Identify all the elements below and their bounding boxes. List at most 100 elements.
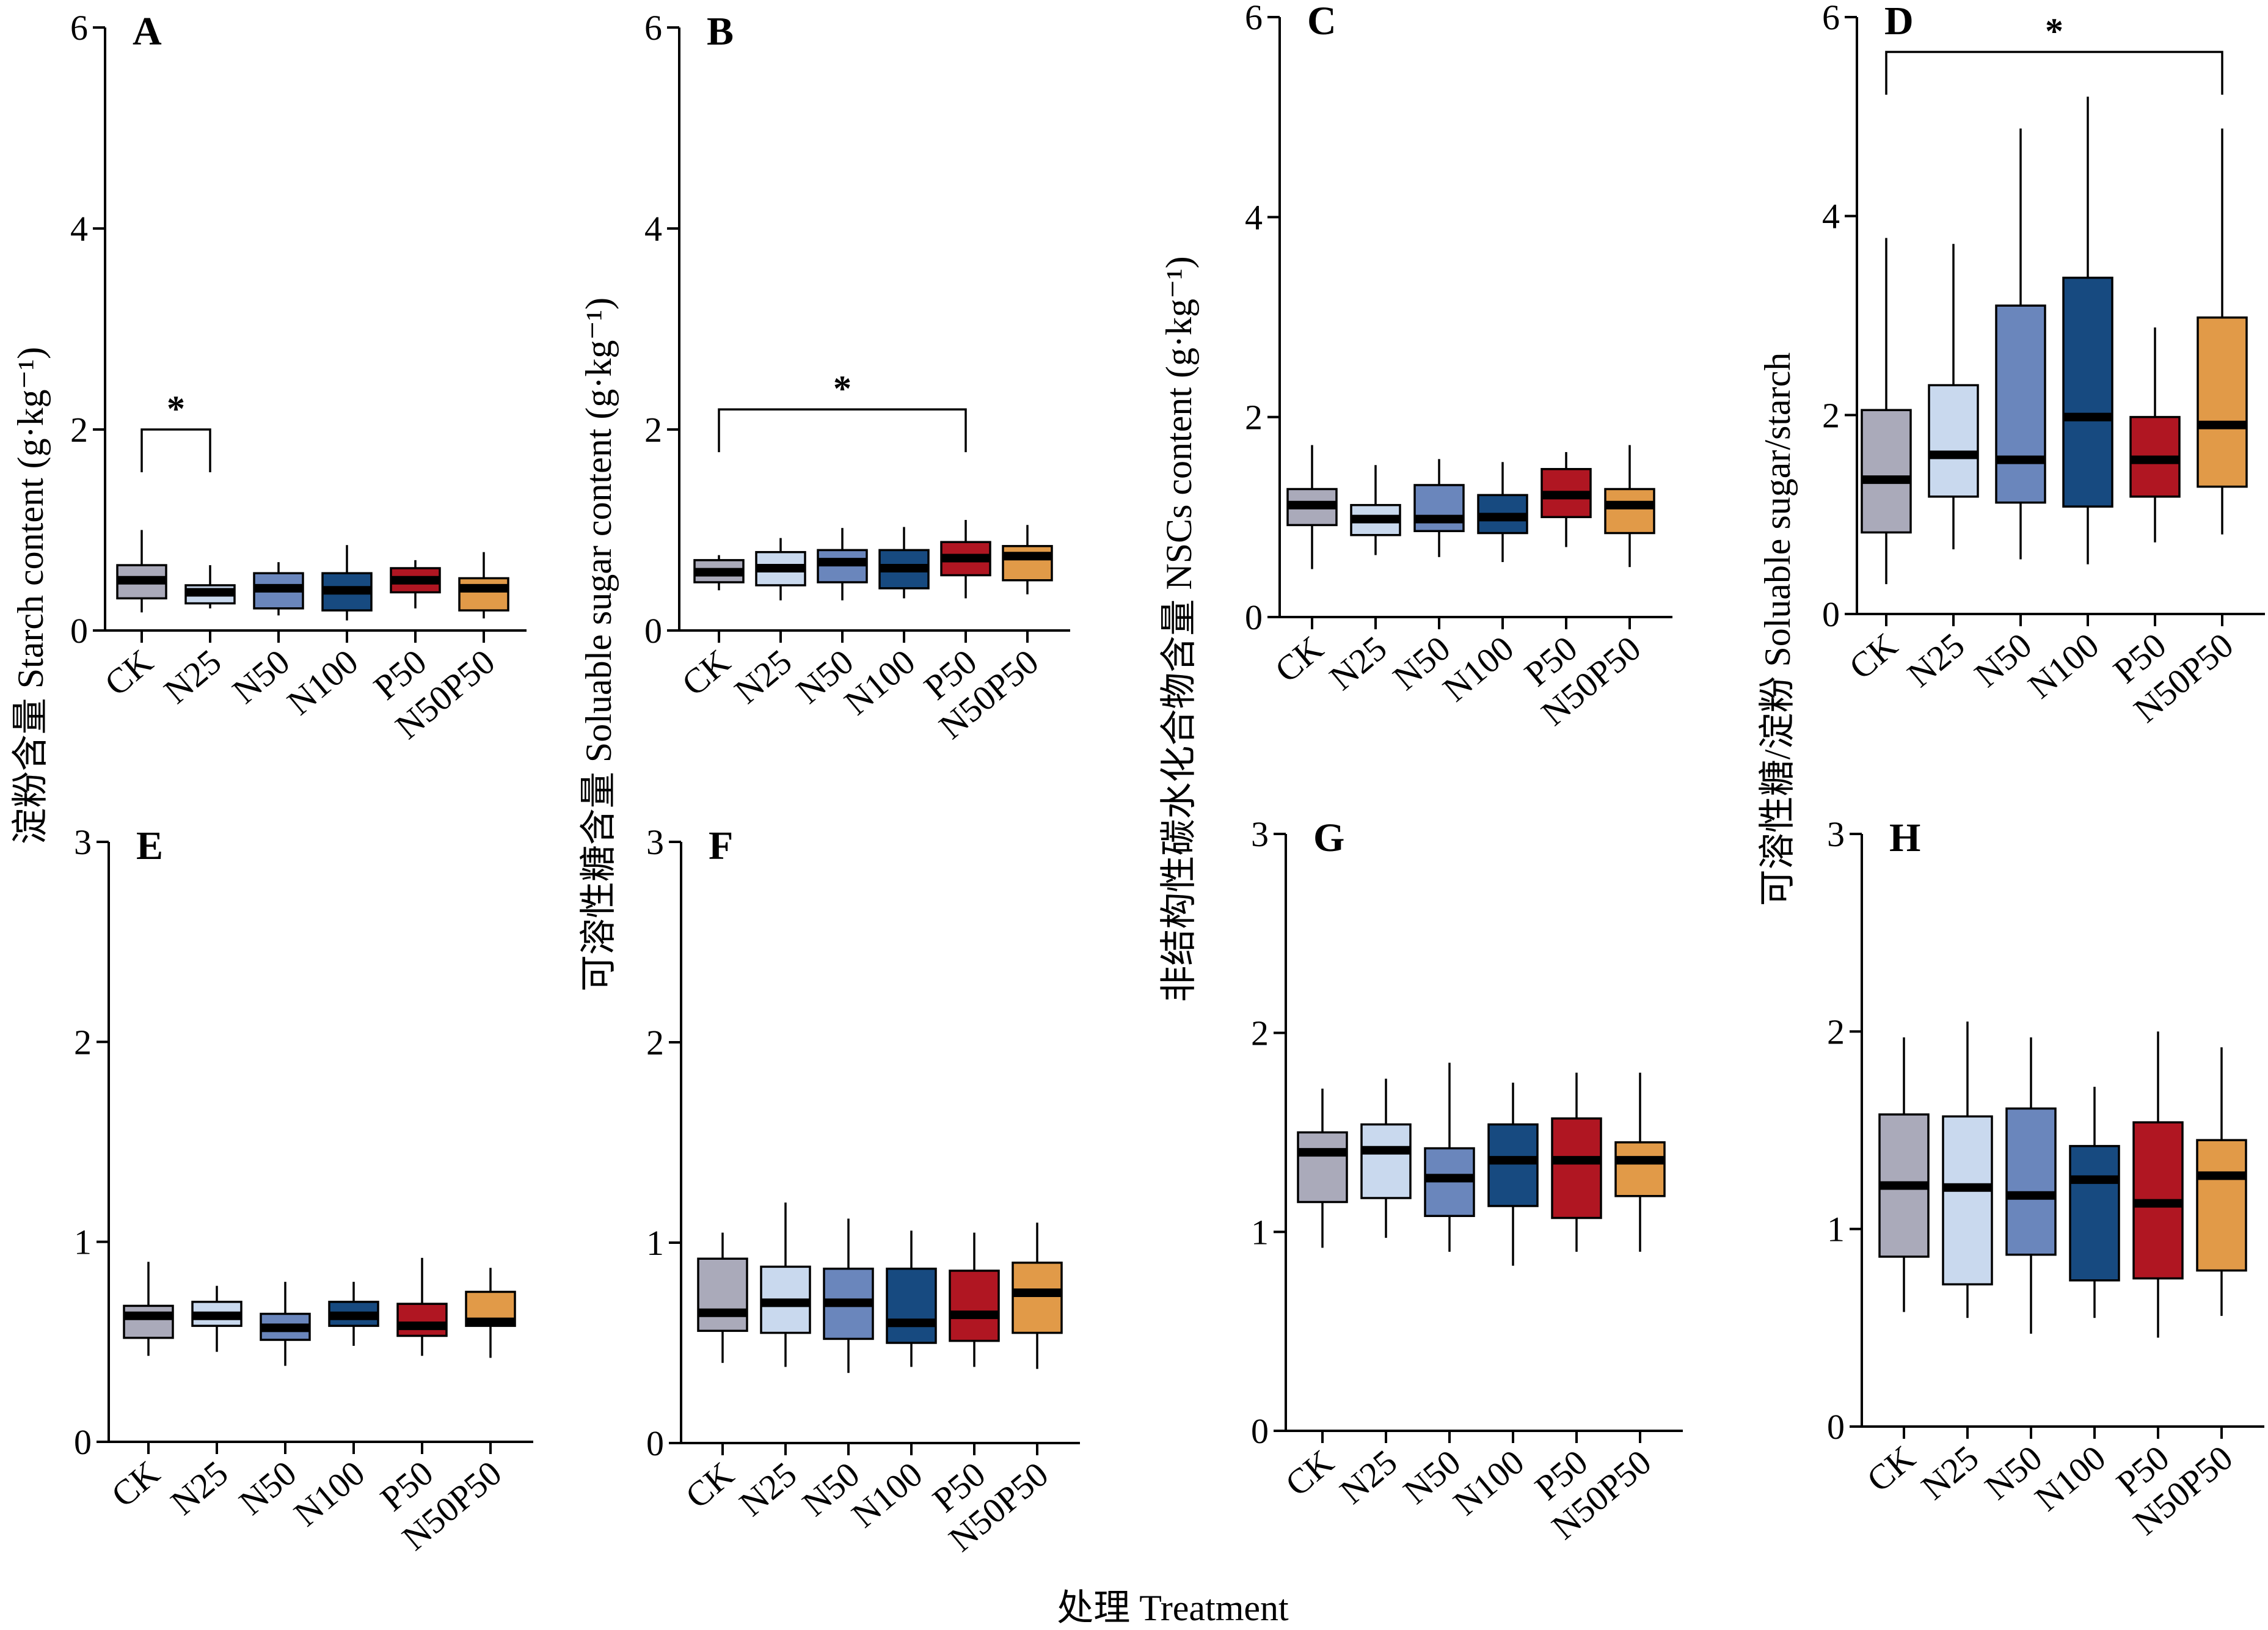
- box-iqr: [2005, 1107, 2057, 1256]
- box-iqr: [123, 1304, 174, 1339]
- box-n50: N50: [795, 1218, 874, 1524]
- y-tick-label: 2: [1827, 1012, 1845, 1051]
- x-tick-label: N100: [837, 641, 923, 723]
- box-iqr: [1297, 1131, 1348, 1204]
- y-tick-label: 6: [1822, 0, 1840, 37]
- y-tick-label: 2: [1251, 1014, 1269, 1053]
- box-iqr: [458, 577, 509, 612]
- box-n25: N25: [1914, 1021, 1993, 1507]
- x-tick-label: CK: [1859, 1438, 1923, 1500]
- box-iqr: [1995, 304, 2046, 504]
- box-iqr: [1604, 488, 1655, 535]
- x-tick-label: N100: [2021, 625, 2107, 706]
- box-iqr: [886, 1267, 937, 1344]
- x-tick-label: N25: [727, 641, 799, 711]
- x-tick-label: CK: [1278, 1442, 1341, 1504]
- box-iqr: [1360, 1123, 1412, 1199]
- y-tick-label: 6: [1245, 0, 1263, 37]
- significance-bracket: *: [140, 389, 211, 472]
- panel-letter: G: [1313, 816, 1344, 860]
- box-iqr: [1942, 1115, 1993, 1285]
- y-axis-title: 淀粉含量 Starch content (g·kg⁻¹): [10, 347, 51, 844]
- y-tick-label: 4: [1245, 197, 1263, 237]
- panel-letter: A: [133, 9, 162, 54]
- x-tick-label: CK: [674, 641, 738, 704]
- box-iqr: [1928, 384, 1979, 498]
- x-tick-label: N25: [163, 1453, 235, 1522]
- box-iqr: [1614, 1141, 1666, 1197]
- y-tick-label: 3: [74, 822, 92, 862]
- y-tick-label: 0: [644, 611, 662, 651]
- y-tick-label: 2: [1822, 395, 1840, 435]
- box-iqr: [1002, 545, 1053, 582]
- significance-label: *: [2045, 11, 2063, 51]
- box-n100: N100: [280, 545, 373, 723]
- box-n25: N25: [156, 565, 236, 711]
- y-axis-title: 可溶性糖/淀粉 Soluable sugar/starch: [1757, 353, 1798, 907]
- y-tick-label: 2: [70, 410, 88, 450]
- panel-letter: E: [136, 824, 163, 868]
- x-tick-label: N25: [732, 1454, 804, 1524]
- box-iqr: [1487, 1123, 1539, 1207]
- y-tick-label: 0: [1822, 594, 1840, 634]
- panel-letter: D: [1884, 0, 1914, 43]
- x-tick-label: N100: [286, 1453, 373, 1534]
- box-iqr: [1551, 1117, 1602, 1219]
- x-tick-label: N25: [1332, 1442, 1404, 1511]
- x-tick-label: N25: [1914, 1438, 1986, 1507]
- box-iqr: [2196, 1139, 2247, 1272]
- y-tick-label: 4: [70, 209, 88, 249]
- y-tick-label: 0: [74, 1422, 92, 1462]
- y-tick-label: 4: [644, 209, 662, 249]
- box-iqr: [2069, 1145, 2120, 1282]
- y-tick-label: 3: [1251, 814, 1269, 854]
- box-iqr: [1861, 409, 1912, 534]
- panel-letter: H: [1889, 816, 1920, 860]
- y-tick-label: 2: [646, 1023, 664, 1062]
- x-tick-label: N25: [1900, 625, 1972, 695]
- panel-letter: B: [707, 9, 734, 54]
- x-axis-title: 处理 Treatment: [1057, 1588, 1289, 1628]
- x-tick-label: CK: [97, 641, 161, 704]
- y-tick-label: 1: [74, 1222, 92, 1262]
- y-tick-label: 3: [1827, 814, 1845, 854]
- significance-bracket: *: [1885, 11, 2223, 95]
- y-tick-label: 0: [646, 1424, 664, 1463]
- y-tick-label: 4: [1822, 197, 1840, 236]
- bracket-line: [140, 428, 211, 472]
- box-n50: N50: [232, 1282, 311, 1522]
- box-n25: N25: [163, 1285, 242, 1522]
- box-iqr: [2197, 316, 2248, 488]
- box-ck: CK: [1267, 445, 1338, 690]
- bracket-line: [1885, 51, 2223, 95]
- box-p50: P50: [1517, 451, 1592, 694]
- y-tick-label: 6: [70, 8, 88, 48]
- x-tick-label: N100: [1435, 628, 1522, 709]
- x-tick-label: CK: [1267, 628, 1331, 690]
- box-iqr: [1413, 484, 1465, 532]
- y-tick-label: 0: [1251, 1411, 1269, 1451]
- box-ck: CK: [97, 530, 167, 704]
- box-ck: CK: [678, 1232, 748, 1516]
- box-iqr: [949, 1270, 1000, 1342]
- x-tick-label: N100: [1446, 1442, 1532, 1523]
- y-axis-title: 非结构性碳水化合物含量 NSCs content (g·kg⁻¹): [1159, 256, 1199, 1002]
- y-tick-label: 1: [1251, 1212, 1269, 1252]
- x-tick-label: CK: [1842, 625, 1905, 687]
- bracket-line: [718, 408, 967, 453]
- x-tick-label: N25: [1322, 628, 1394, 698]
- box-ck: CK: [104, 1262, 174, 1515]
- box-iqr: [697, 1257, 748, 1332]
- box-ck: CK: [1859, 1037, 1930, 1500]
- x-tick-label: N100: [280, 641, 366, 723]
- box-iqr: [2062, 276, 2113, 508]
- y-tick-label: 1: [1827, 1210, 1845, 1249]
- x-tick-label: CK: [678, 1454, 742, 1516]
- x-tick-label: N100: [2027, 1438, 2113, 1519]
